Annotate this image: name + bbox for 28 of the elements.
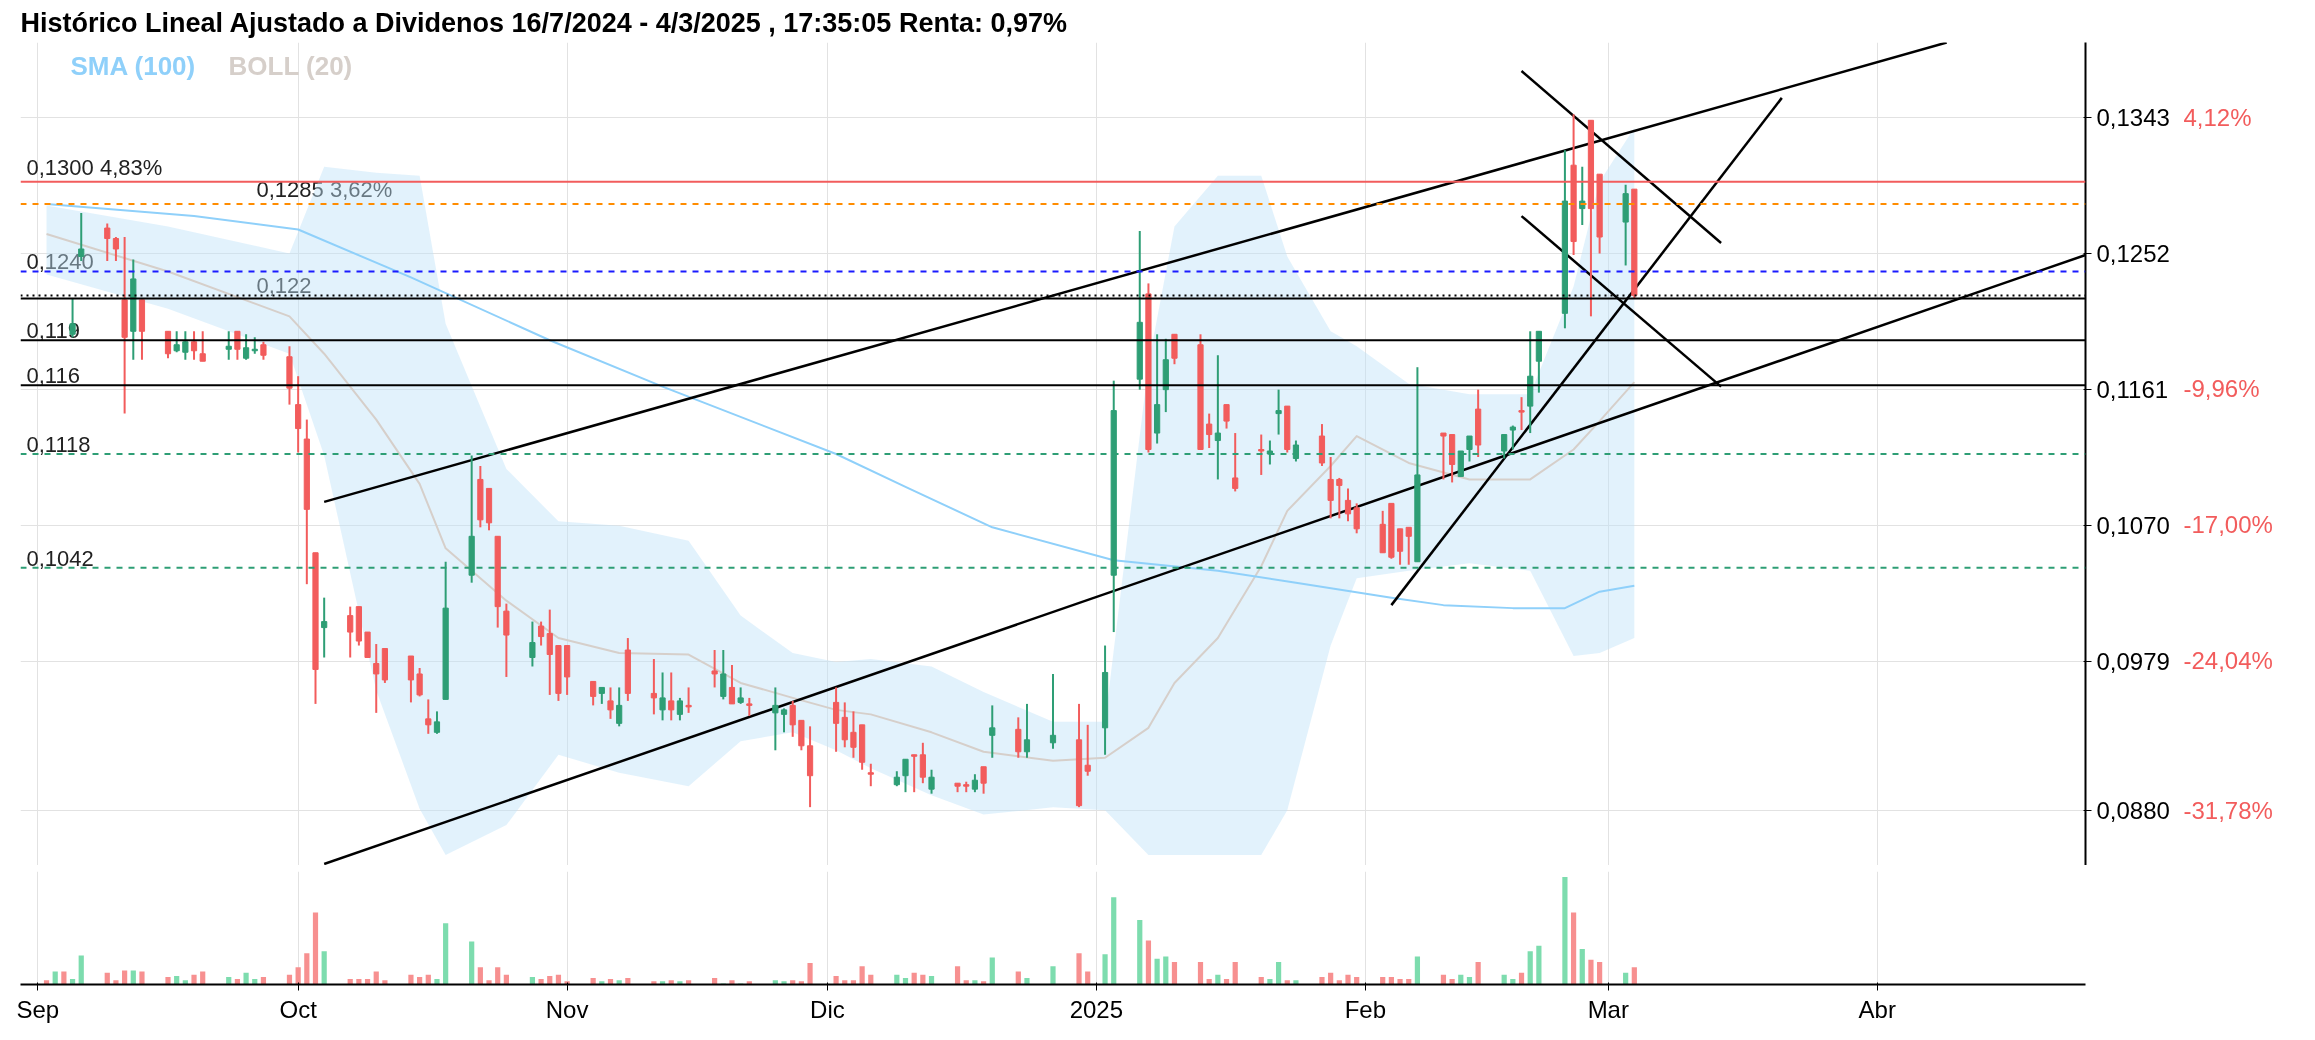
y3-tick-label: -24,04%: [2183, 647, 2273, 675]
ref-line-label: 0,1240: [26, 249, 94, 275]
y3-tick-label: 4,12%: [2183, 103, 2252, 131]
text: SMA (100): [70, 50, 196, 81]
y-tick-label: 0,1343: [2096, 103, 2170, 131]
y-tick-label: 0,1252: [2096, 239, 2170, 267]
x-tick-label: Abr: [1858, 995, 1896, 1023]
y-tick-label: 0,1070: [2096, 512, 2170, 540]
ref-line-label: 0,1285 3,62%: [256, 177, 393, 203]
x-tick-label: Feb: [1344, 995, 1387, 1023]
x-tick-label: Mar: [1587, 995, 1629, 1023]
x-tick-label: Nov: [545, 995, 589, 1023]
y3-tick-label: -17,00%: [2183, 511, 2273, 539]
ref-line-label: 0,1042: [26, 545, 94, 571]
y3-tick-label: -9,96%: [2183, 375, 2260, 403]
ref-line-label: 0,1118: [26, 432, 91, 457]
y-tick-label: 0,0979: [2096, 648, 2170, 676]
y3-tick-label: -31,78%: [2183, 796, 2273, 824]
x-tick-label: 2025: [1069, 995, 1124, 1023]
x-tick-label: Oct: [279, 995, 318, 1023]
ref-line-label: 0,122: [256, 273, 312, 299]
ref-line-label: 0,116: [26, 363, 80, 389]
ref-line-label: 0,1300 4,83%: [26, 154, 163, 180]
y-tick-label: 0,0880: [2096, 796, 2170, 824]
chart-title: Histórico Lineal Ajustado a Dividenos 16/7/2024 - 4/3/2025 , 17:35:05 Renta: 0,97%: [20, 7, 1067, 38]
x-tick-label: Dic: [810, 995, 845, 1023]
x-tick-label: Sep: [16, 995, 60, 1023]
y-tick-label: 0,1161: [2096, 376, 2169, 404]
